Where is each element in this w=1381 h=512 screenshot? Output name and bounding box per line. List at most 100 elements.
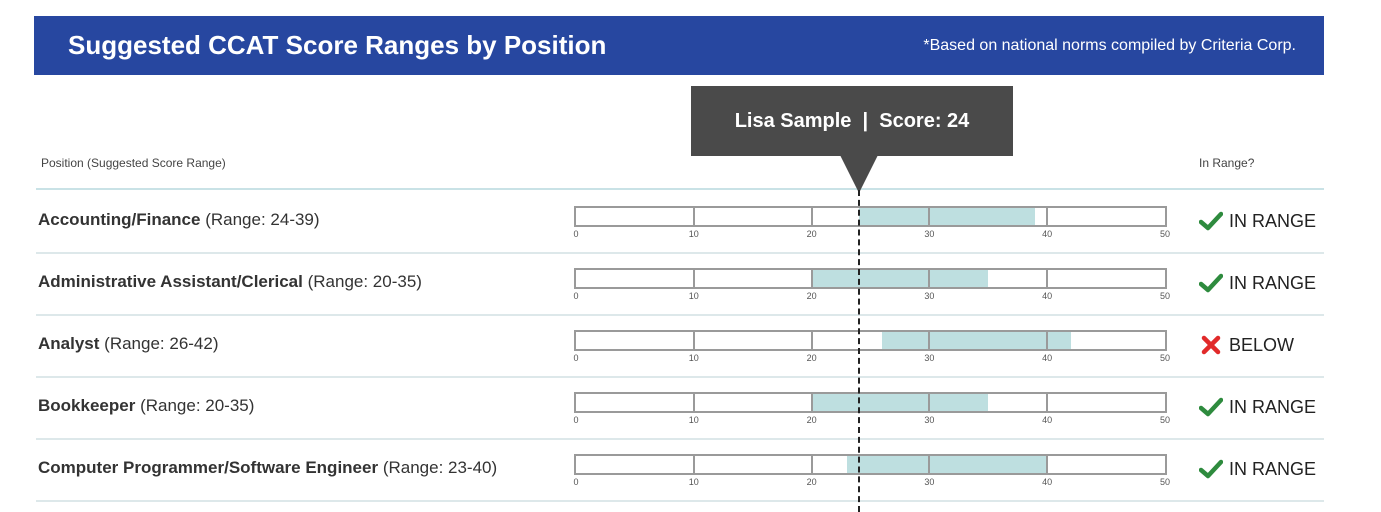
range-bar (574, 268, 1167, 289)
range-fill (858, 208, 1036, 225)
position-row: Administrative Assistant/Clerical (Range… (36, 254, 1324, 316)
bar-tick (692, 332, 695, 349)
range-bar (574, 392, 1167, 413)
tick-label: 50 (1159, 291, 1171, 301)
row-divider (36, 376, 1324, 378)
range-status: IN RANGE (1198, 457, 1317, 481)
tick-label: 20 (806, 229, 817, 239)
bar-tick (928, 456, 931, 473)
tick-label: 0 (573, 477, 579, 487)
bar-tick (1046, 332, 1049, 349)
range-fill (811, 394, 989, 411)
tick-label: 20 (806, 477, 817, 487)
range-text: (Range: 23-40) (382, 458, 498, 477)
bar-tick (810, 208, 813, 225)
range-fill (811, 270, 989, 287)
bar-tick (928, 208, 931, 225)
tick-label: 0 (573, 291, 579, 301)
position-name: Accounting/Finance (38, 210, 201, 229)
tick-label: 50 (1159, 415, 1171, 425)
check-icon (1198, 459, 1224, 479)
range-text: (Range: 20-35) (140, 396, 255, 415)
status-text: IN RANGE (1229, 272, 1317, 293)
status-text: IN RANGE (1229, 396, 1317, 417)
position-row: Bookkeeper (Range: 20-35) 0 10 20 30 40 50 IN R… (36, 378, 1324, 440)
bar-tick (810, 270, 813, 287)
row-divider (36, 438, 1324, 440)
tick-label: 0 (573, 229, 579, 239)
position-column-header: Position (Suggested Score Range) (41, 156, 226, 170)
position-label: Computer Programmer/Software Engineer (R… (38, 458, 497, 478)
range-bar (574, 330, 1167, 351)
status-text: IN RANGE (1229, 458, 1317, 479)
tick-label: 50 (1159, 229, 1171, 239)
row-divider (36, 314, 1324, 316)
position-label: Accounting/Finance (Range: 24-39) (38, 210, 320, 230)
bar-tick (1046, 270, 1049, 287)
tick-label: 40 (1042, 229, 1053, 239)
tick-label: 30 (924, 477, 935, 487)
bar-tick (692, 456, 695, 473)
tick-label: 10 (688, 415, 699, 425)
x-icon (1199, 335, 1223, 355)
row-divider (36, 252, 1324, 254)
bar-tick (692, 270, 695, 287)
range-fill (846, 456, 1048, 473)
position-row: Analyst (Range: 26-42) 0 10 20 30 40 50 BELOW (36, 316, 1324, 378)
bar-tick (692, 208, 695, 225)
tick-label: 20 (806, 353, 817, 363)
row-divider (36, 500, 1324, 502)
tick-label: 30 (924, 353, 935, 363)
tick-label: 40 (1042, 415, 1053, 425)
bar-tick (928, 394, 931, 411)
tick-label: 0 (573, 415, 579, 425)
status-text: BELOW (1229, 334, 1295, 355)
position-row: Computer Programmer/Software Engineer (R… (36, 440, 1324, 502)
position-name: Bookkeeper (38, 396, 136, 415)
header-banner: Suggested CCAT Score Ranges by Position … (34, 16, 1324, 75)
range-text: (Range: 24-39) (205, 210, 320, 229)
norms-note: *Based on national norms compiled by Cri… (923, 37, 1296, 54)
position-name: Analyst (38, 334, 100, 353)
tick-label: 10 (688, 353, 699, 363)
range-bar (574, 206, 1167, 227)
position-name: Computer Programmer/Software Engineer (38, 458, 379, 477)
header-divider (36, 188, 1324, 190)
position-label: Administrative Assistant/Clerical (Range… (38, 272, 422, 292)
status-text: IN RANGE (1229, 210, 1317, 231)
bar-tick (810, 332, 813, 349)
range-bar (574, 454, 1167, 475)
range-fill (882, 332, 1071, 349)
tick-label: 30 (924, 229, 935, 239)
range-status: IN RANGE (1198, 271, 1317, 295)
status-column-header: In Range? (1199, 156, 1255, 170)
position-label: Analyst (Range: 26-42) (38, 334, 219, 354)
bar-tick (1046, 456, 1049, 473)
score-tooltip: Lisa Sample | Score: 24 (691, 86, 1013, 156)
position-label: Bookkeeper (Range: 20-35) (38, 396, 254, 416)
check-icon (1198, 273, 1224, 293)
score-marker-line (857, 190, 860, 512)
tick-label: 20 (806, 291, 817, 301)
range-status: IN RANGE (1198, 395, 1317, 419)
range-status: IN RANGE (1198, 209, 1317, 233)
tick-label: 30 (924, 415, 935, 425)
bar-tick (1046, 394, 1049, 411)
position-name: Administrative Assistant/Clerical (38, 272, 303, 291)
bar-tick (810, 456, 813, 473)
page-title: Suggested CCAT Score Ranges by Position (68, 30, 607, 60)
bar-tick (928, 270, 931, 287)
tick-label: 10 (688, 291, 699, 301)
check-icon (1198, 211, 1224, 231)
position-row: Accounting/Finance (Range: 24-39) 0 10 20 30… (36, 192, 1324, 254)
tick-label: 10 (688, 229, 699, 239)
bar-tick (1046, 208, 1049, 225)
tick-label: 50 (1159, 477, 1171, 487)
check-icon (1198, 397, 1224, 417)
bar-tick (810, 394, 813, 411)
tick-label: 20 (806, 415, 817, 425)
range-text: (Range: 26-42) (104, 334, 219, 353)
range-text: (Range: 20-35) (307, 272, 422, 291)
tick-label: 0 (573, 353, 579, 363)
tick-label: 30 (924, 291, 935, 301)
